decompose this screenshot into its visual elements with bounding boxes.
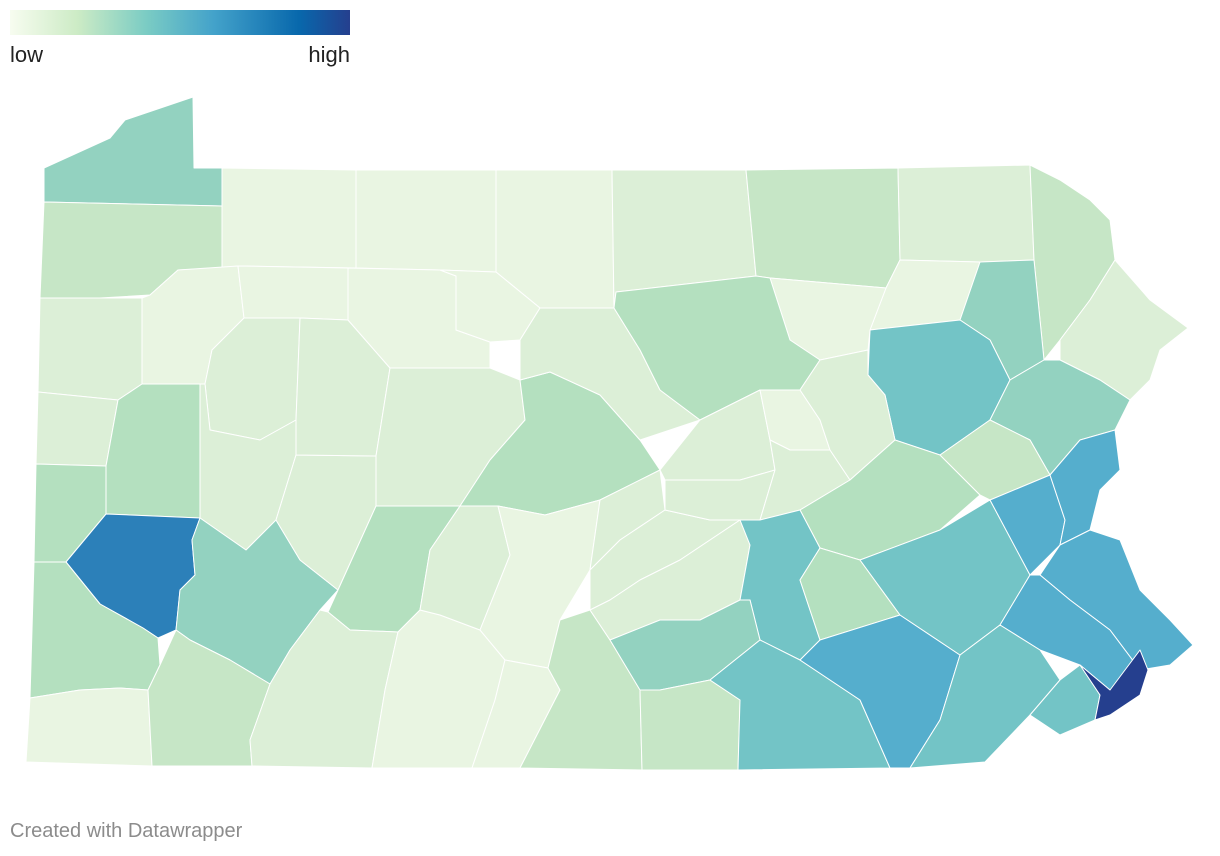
county-philadelphia[interactable] bbox=[1079, 649, 1149, 721]
county-forest[interactable] bbox=[237, 265, 349, 321]
county-susquehanna[interactable] bbox=[897, 164, 1035, 263]
legend-high-label: high bbox=[308, 42, 350, 67]
pennsylvania-county-map bbox=[25, 96, 1194, 771]
county-lawrence[interactable] bbox=[35, 391, 119, 467]
county-mckean[interactable] bbox=[355, 169, 497, 273]
legend-gradient-bar bbox=[10, 10, 350, 35]
county-columbia[interactable] bbox=[799, 349, 896, 481]
county-mercer[interactable] bbox=[37, 297, 143, 401]
datawrapper-credit: Created with Datawrapper bbox=[10, 820, 243, 842]
county-northampton[interactable] bbox=[1049, 429, 1121, 546]
color-legend: low high bbox=[10, 10, 350, 68]
county-butler[interactable] bbox=[105, 383, 201, 519]
county-bradford[interactable] bbox=[745, 167, 901, 289]
county-erie[interactable] bbox=[43, 96, 223, 207]
county-cameron[interactable] bbox=[439, 269, 541, 343]
legend-low-label: low bbox=[10, 42, 44, 67]
county-warren[interactable] bbox=[221, 167, 357, 269]
county-adams[interactable] bbox=[639, 679, 741, 771]
county-greene[interactable] bbox=[25, 687, 153, 767]
county-fayette[interactable] bbox=[147, 629, 271, 767]
